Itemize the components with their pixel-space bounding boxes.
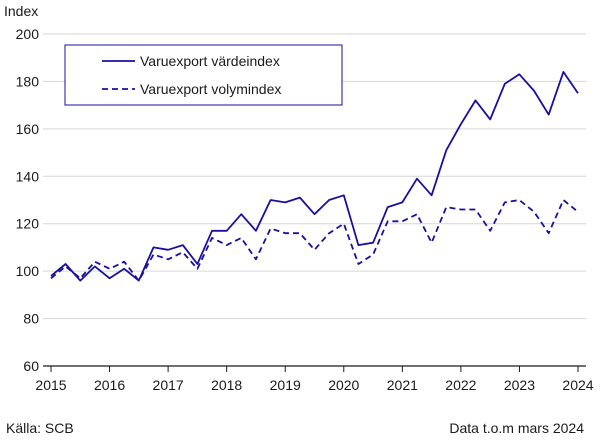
series-line-vardeindex bbox=[50, 71, 579, 282]
legend-label: Varuexport volymindex bbox=[140, 81, 281, 97]
x-tick-label: 2021 bbox=[387, 377, 418, 393]
y-tick-label: 140 bbox=[16, 168, 40, 184]
x-tick-label: 2017 bbox=[153, 377, 184, 393]
y-tick-label: 100 bbox=[16, 263, 40, 279]
source-note: Källa: SCB bbox=[6, 420, 74, 436]
legend-label: Varuexport värdeindex bbox=[140, 53, 280, 69]
x-tick-label: 2020 bbox=[328, 377, 359, 393]
y-tick-label: 200 bbox=[16, 26, 40, 42]
x-tick-label: 2022 bbox=[445, 377, 476, 393]
x-tick-label: 2024 bbox=[562, 377, 593, 393]
legend-box bbox=[64, 44, 343, 106]
x-tick-label: 2019 bbox=[270, 377, 301, 393]
series-group bbox=[50, 71, 579, 282]
x-tick-label: 2018 bbox=[211, 377, 242, 393]
legend: Varuexport värdeindex Varuexport volymind… bbox=[64, 44, 343, 106]
y-tick-label: 180 bbox=[16, 73, 40, 89]
y-tick-label: 80 bbox=[23, 311, 39, 327]
x-tick-label: 2015 bbox=[35, 377, 66, 393]
series-line-volymindex bbox=[50, 199, 579, 282]
y-axis: 60 80 100 120 140 160 180 200 bbox=[16, 26, 40, 374]
y-tick-label: 160 bbox=[16, 121, 40, 137]
y-tick-label: 60 bbox=[23, 358, 39, 374]
y-tick-label: 120 bbox=[16, 216, 40, 232]
x-axis: 2015 2016 2017 2018 2019 2020 2021 2022 2023 2024 bbox=[35, 365, 594, 393]
x-tick-label: 2016 bbox=[94, 377, 125, 393]
data-period-note: Data t.o.m mars 2024 bbox=[449, 420, 584, 436]
y-axis-label: Index bbox=[4, 3, 38, 19]
x-tick-label: 2023 bbox=[504, 377, 535, 393]
